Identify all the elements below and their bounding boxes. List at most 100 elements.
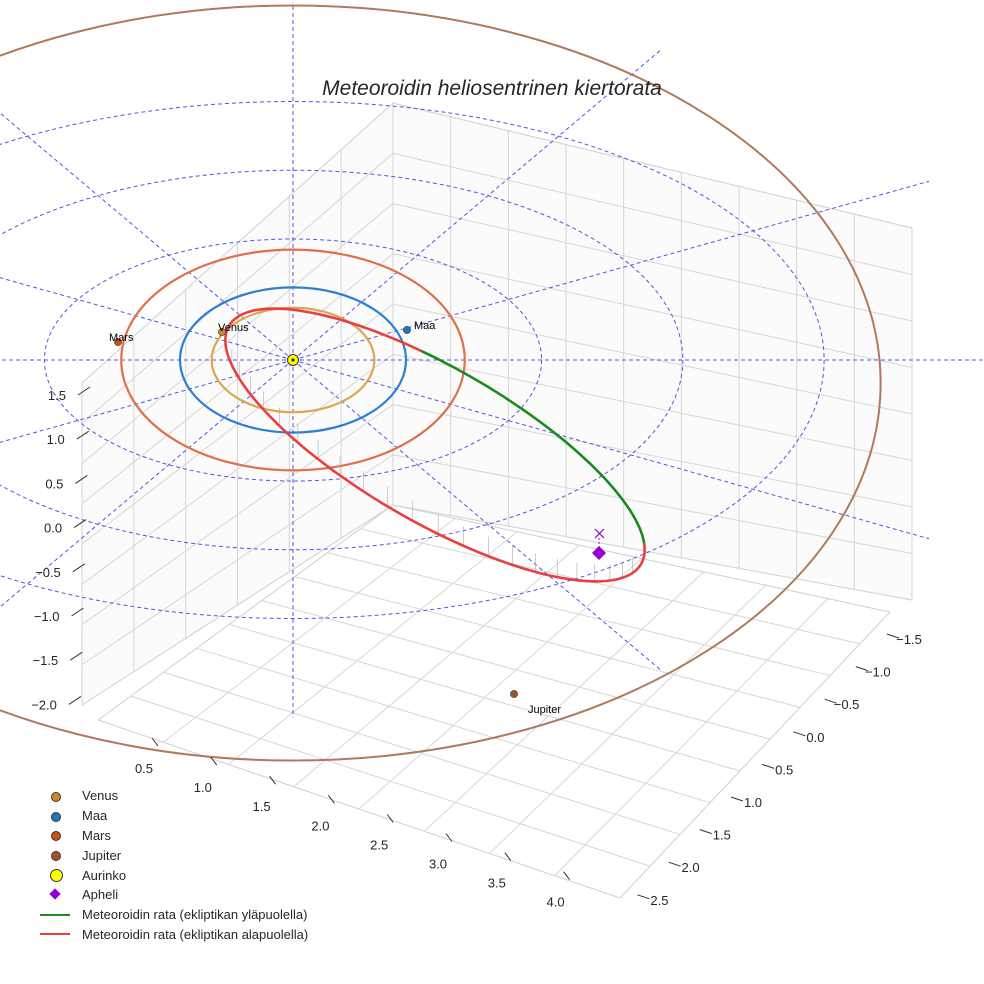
y-tick-mark [699,829,712,835]
axes-box [81,101,913,899]
x-axis-ticks: 0.5 1.0 1.5 2.0 2.5 3.0 3.5 4.0 [135,737,570,910]
grid-line [358,558,642,810]
grid-line [162,517,456,743]
y-tick-label: −0.5 [834,697,860,712]
grid-line [489,584,767,854]
y-tick-mark [730,796,744,802]
y-tick-mark [855,666,868,672]
legend-label: Venus [82,788,119,804]
grid-line [228,531,518,765]
ecliptic-ring [0,101,825,619]
mars-marker [114,338,122,346]
legend-item: Venus [38,786,308,806]
y-tick-label: 2.0 [682,860,700,875]
grid-line [327,552,831,677]
mars-label: Mars [109,332,134,344]
x-tick-mark [386,814,394,823]
venus-label: Venus [218,322,249,334]
z-axis-ticks: 1.5 1.0 0.5 0.0 −0.5 −1.0 −1.5 −2.0 [31,386,91,712]
aphelion-marker [592,528,606,560]
z-tick-mark [69,651,83,661]
x-tick-mark [210,756,218,766]
x-tick-mark [504,852,512,861]
mars-orbit [120,248,466,472]
x-tick-label: 2.5 [370,837,388,852]
z-tick-mark [76,430,89,440]
legend-swatch [38,788,74,804]
grid-line [228,623,741,772]
maa-orbit [178,286,408,434]
z-tick-label: −1.0 [34,609,60,624]
x-tick-mark [269,775,277,785]
legend-label: Maa [82,808,108,824]
z-tick-mark [75,474,88,484]
maa-label: Maa [414,320,436,332]
y-tick-mark [762,763,775,769]
legend-item: Maa [38,806,308,826]
grid-line [293,544,580,788]
grid-line [81,353,394,585]
grid-line [130,695,651,867]
legend-item: Meteoroidin rata (ekliptikan yläpuolella… [38,905,308,925]
jupiter-marker [510,690,518,698]
x-tick-label: 3.5 [488,876,506,891]
z-tick-mark [73,519,87,529]
jupiter-label: Jupiter [528,704,561,716]
x-tick-mark [563,871,570,881]
x-tick-mark [327,794,335,804]
grid-line [554,598,829,877]
grid-line [81,504,394,706]
grid-line [392,253,913,368]
z-tick-mark [72,563,86,573]
x-tick-label: 2.0 [311,818,329,833]
grid-line [196,647,711,804]
grid-line [81,454,394,666]
grid-line [163,671,681,835]
legend-item: Apheli [38,885,308,905]
ecliptic-reference-grid [0,2,984,718]
meteoroid-orbit-above [420,349,646,544]
z-tick-label: 1.0 [47,432,65,447]
z-tick-mark [68,695,82,705]
ecliptic-ring [0,169,684,551]
grid-line [392,303,913,415]
jupiter-orbit [0,4,882,762]
x-tick-mark [445,833,453,842]
grid-line [81,253,394,505]
y-tick-mark [668,861,681,867]
z-tick-mark [77,386,91,396]
grid-line [294,576,801,708]
venus-orbit [210,306,376,414]
legend-label: Meteoroidin rata (ekliptikan yläpuolella… [82,907,308,923]
z-tick-label: 0.5 [45,476,63,491]
z-tick-label: −1.5 [33,653,59,668]
legend-item: Meteoroidin rata (ekliptikan alapuolella… [38,925,308,945]
y-tick-label: −1.5 [896,632,922,647]
legend: Venus Maa Mars Jupiter Aurinko Apheli Meteoroi… [38,786,308,944]
grid-line [360,528,861,645]
legend-swatch [38,887,74,903]
grid-line [81,102,394,384]
ecliptic-spoke [0,112,294,361]
x-tick-label: 3.0 [429,857,447,872]
y-axis-ticks: −1.5 −1.0 −0.5 0.0 0.5 1.0 1.5 2.0 2.5 [637,632,922,908]
grid-line [392,454,913,554]
planet-orbits [0,4,882,762]
floor-edge-front-y [619,611,891,899]
x-tick-label: 1.0 [194,780,212,795]
depth-drop-lines [231,348,633,582]
legend-label: Meteoroidin rata (ekliptikan alapuolella… [82,926,309,942]
ecliptic-spoke [0,359,294,608]
grid-line [392,353,913,461]
y-tick-label: −1.0 [865,665,891,680]
z-tick-label: −0.5 [35,565,61,580]
legend-item: Jupiter [38,845,308,865]
ecliptic-spoke [292,180,930,361]
x-tick-mark [151,737,159,747]
y-tick-mark [793,731,806,737]
grid-line [392,152,913,275]
y-tick-label: 0.5 [775,762,793,777]
y-tick-mark [886,633,900,639]
y-tick-mark [637,894,650,900]
